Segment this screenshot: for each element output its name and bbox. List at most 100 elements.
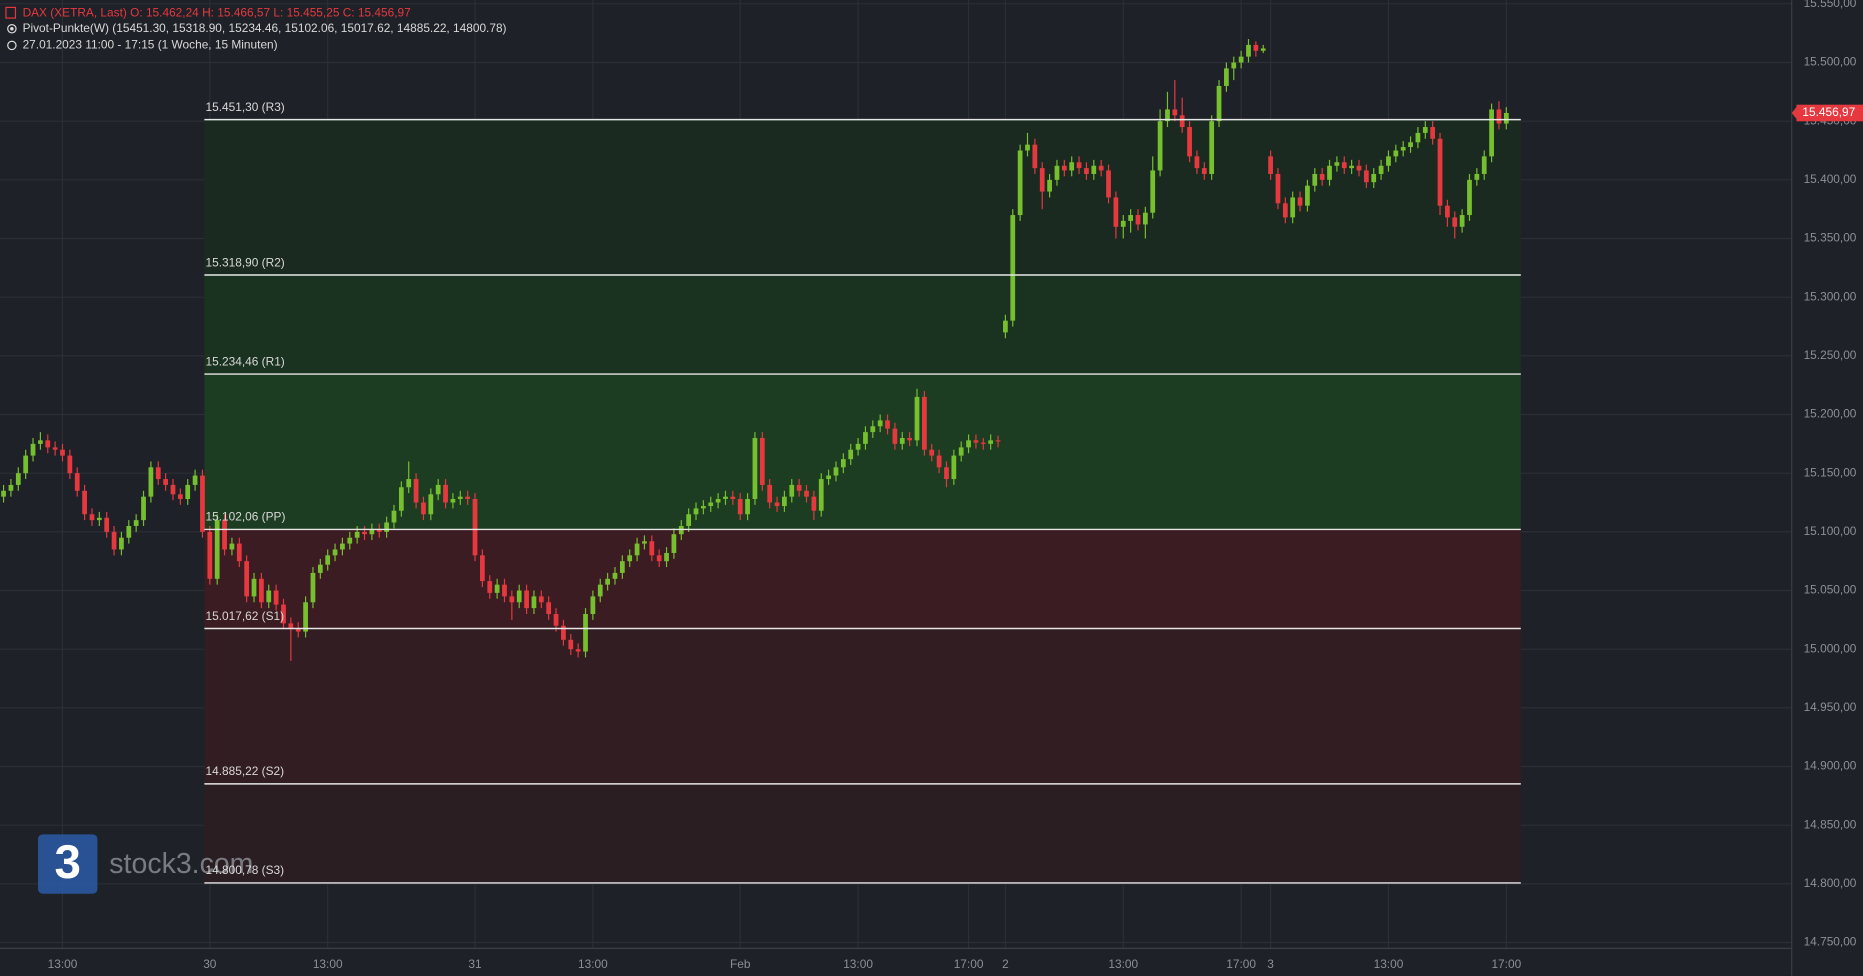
- candle-body: [1349, 165, 1355, 169]
- candle-body: [642, 541, 647, 544]
- candle-body: [958, 447, 964, 456]
- candle-body: [531, 596, 537, 609]
- candle-body: [1084, 168, 1089, 174]
- candle-body: [1282, 203, 1288, 218]
- candle-body: [789, 484, 795, 497]
- candle-body: [774, 502, 780, 507]
- candle-body: [612, 572, 618, 579]
- pivot-label: 15.102,06 (PP): [206, 510, 286, 524]
- candle-body: [885, 420, 890, 429]
- candle-body: [1371, 173, 1377, 183]
- candle-body: [1305, 185, 1310, 206]
- candle-body: [892, 428, 898, 444]
- y-tick-label: 15.550,00: [1804, 0, 1857, 10]
- pivot-label: 15.451,30 (R3): [206, 100, 285, 114]
- candle-body: [1378, 165, 1384, 174]
- header-ohlc: DAX (XETRA, Last) O: 15.462,24 H: 15.466…: [23, 5, 411, 19]
- candle-body: [524, 590, 529, 609]
- candle-body: [936, 455, 942, 468]
- candle-body: [1341, 162, 1347, 169]
- candle-body: [921, 396, 927, 450]
- candle-body: [1216, 85, 1222, 122]
- candle-body: [480, 555, 485, 582]
- candle-body: [1165, 109, 1170, 122]
- candle-body: [811, 496, 817, 511]
- candle-body: [973, 440, 979, 443]
- candle-body: [1430, 127, 1436, 139]
- candle-body: [671, 534, 677, 553]
- candle-body: [686, 514, 692, 526]
- y-tick-label: 14.950,00: [1804, 700, 1857, 714]
- candle-body: [119, 537, 124, 550]
- last-price-label: 15.456,97: [1802, 105, 1855, 119]
- candle-body: [1135, 215, 1141, 225]
- candle-body: [354, 531, 360, 538]
- candle-body: [200, 475, 205, 532]
- candle-body: [664, 552, 669, 562]
- pivot-label: 15.234,46 (R1): [206, 354, 285, 368]
- candle-body: [1356, 165, 1362, 171]
- candle-body: [1157, 121, 1163, 171]
- candle-body: [1003, 320, 1008, 333]
- candle-body: [509, 596, 515, 603]
- candle-body: [627, 555, 633, 562]
- candle-body: [863, 432, 868, 444]
- candle-body: [1437, 138, 1443, 206]
- candle-body: [1231, 62, 1237, 69]
- candle-body: [281, 604, 286, 624]
- candle-body: [818, 479, 824, 511]
- candle-body: [310, 572, 316, 603]
- x-tick-label: 2: [1002, 957, 1009, 971]
- y-tick-label: 14.850,00: [1804, 817, 1857, 831]
- candle-body: [133, 520, 139, 526]
- candle-body: [229, 543, 235, 550]
- candle-body: [693, 508, 699, 515]
- candle-body: [1334, 162, 1340, 166]
- pivot-zone: [204, 275, 1521, 375]
- icon: [7, 24, 17, 34]
- candle-body: [1039, 168, 1045, 192]
- candle-body: [1120, 220, 1126, 227]
- candle-body: [251, 578, 257, 597]
- candle-body: [398, 487, 404, 511]
- candle-body: [457, 496, 463, 499]
- y-tick-label: 15.200,00: [1804, 407, 1857, 421]
- x-tick-label: 13:00: [1108, 957, 1138, 971]
- candle-body: [104, 517, 110, 532]
- candle-body: [45, 440, 51, 448]
- candle-body: [1150, 170, 1156, 213]
- candle-body: [1142, 212, 1148, 225]
- x-tick-label: Feb: [730, 957, 751, 971]
- x-tick-label: 13:00: [1374, 957, 1404, 971]
- candle-body: [980, 442, 986, 444]
- candle-body: [737, 498, 743, 515]
- last-price-pointer: [1791, 107, 1797, 119]
- y-tick-label: 15.100,00: [1804, 524, 1857, 538]
- y-tick-label: 15.150,00: [1804, 465, 1857, 479]
- candle-body: [619, 561, 625, 573]
- candle-body: [155, 467, 161, 480]
- candle-body: [782, 496, 787, 507]
- candle-body: [1054, 165, 1060, 180]
- candle-body: [1238, 56, 1244, 63]
- candle-body: [23, 455, 29, 474]
- candle-body: [435, 484, 441, 495]
- candle-body: [1496, 109, 1502, 124]
- candle-body: [701, 506, 706, 509]
- candle-body: [1098, 165, 1104, 171]
- candle-body: [1010, 215, 1016, 321]
- candle-body: [796, 484, 802, 491]
- x-tick-label: 17:00: [954, 957, 984, 971]
- candle-body: [38, 440, 43, 444]
- candle-body: [1290, 197, 1296, 218]
- x-tick-label: 17:00: [1491, 957, 1521, 971]
- candle-body: [516, 590, 522, 603]
- candle-body: [1209, 121, 1215, 174]
- candle-body: [553, 613, 559, 626]
- candle-body: [273, 590, 279, 605]
- candle-body: [826, 475, 831, 480]
- x-tick-label: 17:00: [1226, 957, 1256, 971]
- candle-body: [1032, 144, 1038, 169]
- candle-body: [384, 522, 389, 532]
- candle-body: [546, 602, 552, 614]
